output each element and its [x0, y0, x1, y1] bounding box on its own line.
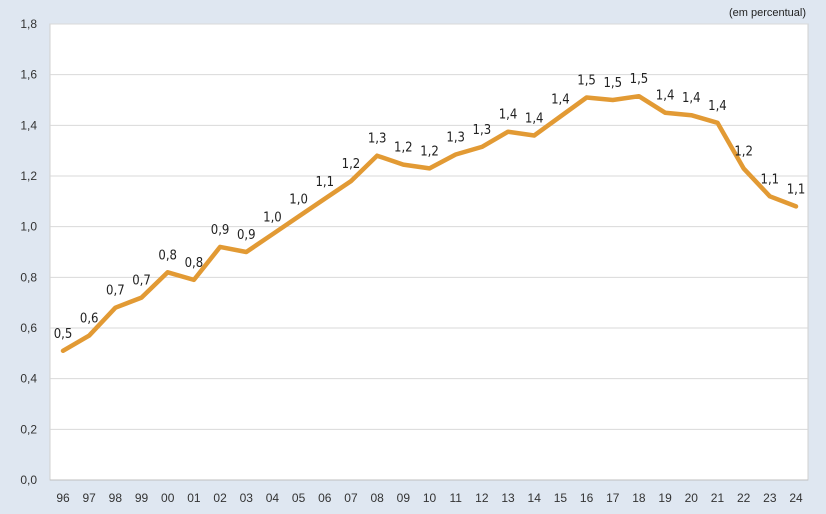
x-tick-label: 08	[370, 491, 384, 505]
series-line	[60, 93, 799, 354]
x-tick-label: 11	[449, 491, 462, 505]
data-label: 1,4	[551, 92, 570, 107]
x-tick-label: 20	[685, 491, 699, 505]
data-label: 0,8	[185, 256, 204, 271]
x-tick-label: 09	[397, 491, 411, 505]
data-label: 1,3	[473, 123, 492, 138]
data-label: 0,8	[158, 248, 177, 263]
y-tick-label: 1,0	[20, 220, 37, 234]
x-tick-label: 03	[240, 491, 254, 505]
x-tick-label: 21	[711, 491, 725, 505]
data-label: 0,9	[211, 223, 230, 238]
x-tick-label: 97	[82, 491, 96, 505]
gridlines	[50, 23, 808, 481]
y-tick-label: 0,8	[20, 270, 37, 284]
data-label: 1,2	[420, 144, 439, 159]
x-tick-label: 14	[528, 491, 542, 505]
x-tick-label: 22	[737, 491, 751, 505]
data-label: 1,5	[603, 76, 622, 91]
x-tick-label: 02	[213, 491, 227, 505]
x-axis: 96 97 98 99 00 01 02 03 04 05 06 07 08 09 10 11 12 13 14 15…	[56, 491, 803, 505]
x-tick-label: 19	[658, 491, 672, 505]
unit-note: (em percentual)	[728, 7, 806, 19]
data-label: 1,3	[368, 132, 387, 147]
data-label: 1,3	[446, 130, 465, 145]
x-tick-label: 10	[423, 491, 437, 505]
data-label: 1,2	[734, 144, 753, 159]
x-tick-label: 12	[475, 491, 489, 505]
data-label: 1,4	[656, 89, 675, 104]
data-label: 1,1	[761, 172, 780, 187]
data-label: 0,7	[106, 284, 125, 299]
x-tick-label: 18	[632, 491, 646, 505]
x-tick-label: 13	[501, 491, 515, 505]
y-tick-label: 0,6	[20, 321, 37, 335]
x-tick-label: 96	[56, 491, 70, 505]
data-label: 0,7	[132, 274, 151, 289]
data-label: 1,1	[787, 182, 806, 197]
data-label: 1,5	[577, 73, 596, 88]
y-tick-label: 1,8	[20, 17, 37, 31]
data-label: 0,6	[80, 312, 99, 327]
y-tick-label: 0,4	[20, 372, 37, 386]
data-label: 1,4	[682, 91, 701, 106]
y-tick-label: 0,0	[20, 473, 37, 487]
plot-area	[49, 23, 809, 481]
x-tick-label: 07	[344, 491, 358, 505]
x-tick-label: 24	[789, 491, 803, 505]
x-tick-label: 15	[554, 491, 568, 505]
data-label: 1,4	[708, 99, 727, 114]
x-tick-label: 00	[161, 491, 175, 505]
data-label: 1,2	[394, 141, 413, 156]
x-tick-label: 05	[292, 491, 306, 505]
data-label: 1,4	[499, 108, 518, 123]
y-tick-label: 1,6	[20, 68, 37, 82]
data-labels: 0,5 0,6 0,7 0,7 0,8 0,8 0,9 0,9 1,0 1,0 1,1 1,2 1,3 1…	[54, 72, 806, 342]
data-label: 1,0	[263, 210, 282, 225]
data-label: 1,0	[289, 193, 308, 208]
data-label: 1,2	[342, 157, 361, 172]
y-tick-label: 0,2	[20, 422, 37, 436]
data-label: 0,5	[54, 327, 73, 342]
x-tick-label: 99	[135, 491, 149, 505]
x-tick-label: 98	[109, 491, 123, 505]
x-tick-label: 04	[266, 491, 280, 505]
x-tick-label: 01	[187, 491, 201, 505]
y-tick-label: 1,2	[20, 169, 37, 183]
y-tick-label: 1,4	[20, 118, 37, 132]
y-axis: 0,0 0,2 0,4 0,6 0,8 1,0 1,2 1,4 1,6 1,8	[20, 17, 37, 487]
data-label: 1,5	[630, 72, 649, 87]
x-tick-label: 16	[580, 491, 594, 505]
x-tick-label: 23	[763, 491, 777, 505]
data-label: 0,9	[237, 228, 256, 243]
x-tick-label: 17	[606, 491, 620, 505]
x-tick-label: 06	[318, 491, 332, 505]
data-label: 1,1	[315, 175, 334, 190]
data-label: 1,4	[525, 111, 544, 126]
